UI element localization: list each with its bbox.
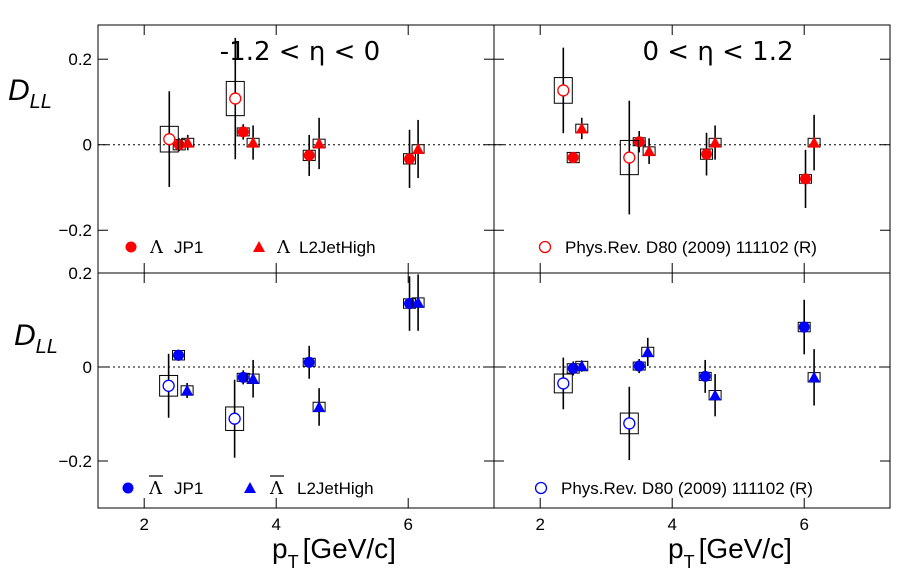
y-tick-label: 0 [83,136,92,155]
data-point-l2jethigh [412,296,425,308]
legend-marker-prev-top [538,240,552,254]
data-point-jp1 [567,152,579,164]
data-point-previous [163,133,176,146]
data-point-jp1 [303,149,315,161]
legend-marker-antilambda-jp1 [122,482,134,494]
data-point-l2jethigh [247,372,260,384]
legend-antilambda-symbol-l2: Λ [269,478,284,499]
legend-marker-antilambda-l2 [244,482,256,493]
data-point-l2jethigh [808,371,821,383]
data-point-l2jethigh [808,136,821,148]
data-point-jp1 [237,126,249,138]
y-axis-label-top: DLL [8,74,52,113]
legend-marker-prev-bottom [534,481,548,495]
eta-range-right: 0 < η < 1.2 [643,37,794,67]
data-point-jp1 [798,321,810,333]
data-point-jp1 [633,360,645,372]
x-tick-label: 4 [667,515,676,534]
x-axis-label-right: pT [GeV/c] [668,533,792,572]
data-point-jp1 [404,153,416,165]
data-point-jp1 [173,139,185,151]
data-point-l2jethigh [181,384,194,396]
legend-label-prev-bottom: Phys.Rev. D80 (2009) 111102 (R) [561,479,813,498]
y-axis-label-bottom: DLL [14,319,58,358]
data-point-jp1 [173,349,185,361]
data-point-l2jethigh [709,389,722,401]
data-point-jp1 [701,148,713,160]
y-tick-label: 0 [83,358,92,377]
data-point-jp1 [567,362,579,374]
legend-marker-lambda-jp1 [125,241,137,253]
legend-top-left: Λ JP1 Λ L2JetHigh [125,237,376,258]
legend-label-antilambda-l2: L2JetHigh [297,479,374,498]
legend-antilambda-symbol-jp1: Λ [148,478,163,499]
data-point-previous [557,84,570,97]
data-point-jp1 [237,371,249,383]
data-point-l2jethigh [709,136,722,148]
legend-lambda-symbol-jp1: Λ [149,237,164,258]
data-point-previous [228,412,241,425]
data-point-l2jethigh [575,122,588,134]
x-tick-label: 2 [139,515,148,534]
data-point-jp1 [633,136,645,148]
legend-top-right: Phys.Rev. D80 (2009) 111102 (R) [538,238,817,257]
y-tick-label: −0.2 [58,452,92,471]
data-point-previous [162,379,175,392]
data-point-l2jethigh [575,360,588,372]
legend-bottom-right: Phys.Rev. D80 (2009) 111102 (R) [534,479,813,498]
data-point-jp1 [800,173,812,185]
legend-label-prev-top: Phys.Rev. D80 (2009) 111102 (R) [565,238,817,257]
y-tick-label: 0.2 [68,264,92,283]
y-tick-label: −0.2 [58,221,92,240]
x-axis-label-left: pT [GeV/c] [272,533,396,572]
legend-label-antilambda-jp1: JP1 [174,479,203,498]
legend-marker-lambda-l2 [253,241,265,252]
data-point-l2jethigh [247,136,260,148]
x-tick-label: 6 [799,515,808,534]
data-point-l2jethigh [643,145,656,157]
legend-lambda-symbol-l2: Λ [276,237,291,258]
data-point-jp1 [303,356,315,368]
data-point-previous [623,417,636,430]
y-tick-label: 0.2 [68,50,92,69]
legend-bottom-left: Λ JP1 Λ L2JetHigh [122,475,374,499]
data-point-previous [229,92,242,105]
data-point-l2jethigh [313,137,326,149]
legend-label-l2: L2JetHigh [299,238,376,257]
x-tick-label: 6 [403,515,412,534]
data-point-l2jethigh [313,400,326,412]
data-point-previous [557,377,570,390]
data-point-l2jethigh [641,345,654,357]
x-tick-label: 4 [271,515,280,534]
data-point-l2jethigh [412,143,425,154]
x-tick-label: 2 [535,515,544,534]
data-point-previous [623,151,636,164]
data-point-jp1 [699,370,711,382]
plot-layer: −0.2 0 0.2 −0.2 0 0.2 2 4 6 2 4 6 [58,25,890,534]
legend-label-jp1: JP1 [174,238,203,257]
eta-range-left: -1.2 < η < 0 [220,37,380,67]
data-point-l2jethigh [181,136,194,148]
